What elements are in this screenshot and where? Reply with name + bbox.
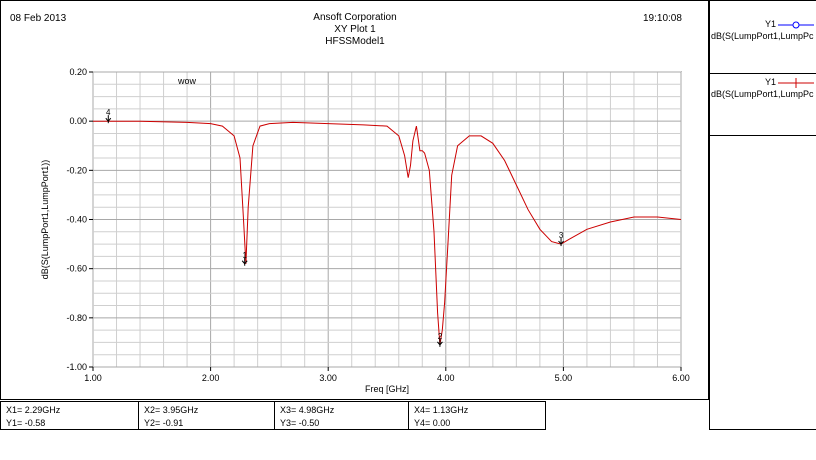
plot-frame	[0, 0, 709, 400]
legend-entry-1[interactable]: Y1 dB(S(LumpPort1,LumpPc	[710, 1, 816, 74]
marker-3-label: 3	[559, 231, 564, 240]
y-tick-label: -0.20	[66, 165, 87, 175]
marker-y-value: Y3= -0.50	[280, 418, 320, 428]
marker-1-label: 1	[242, 251, 247, 260]
legend-y-label: Y1	[765, 77, 777, 87]
x-tick-label: 5.00	[555, 373, 573, 383]
series-line-1	[93, 120, 682, 345]
y-tick-label: -1.00	[66, 362, 87, 372]
marker-4-label: 4	[106, 108, 111, 117]
x-tick-label: 4.00	[437, 373, 455, 383]
marker-y-value: Y1= -0.58	[6, 418, 46, 428]
marker-x-value: X4= 1.13GHz	[414, 405, 469, 415]
marker-x-value: X2= 3.95GHz	[144, 405, 199, 415]
y-tick-label: -0.60	[66, 264, 87, 274]
marker-cell-4[interactable]: X4= 1.13GHz Y4= 0.00	[409, 402, 545, 429]
grid-lines	[92, 71, 682, 368]
y-tick-label: 0.20	[69, 67, 87, 77]
company-label: Ansoft Corporation	[313, 12, 397, 23]
marker-table: X1= 2.29GHz Y1= -0.58 X2= 3.95GHz Y2= -0…	[0, 401, 546, 430]
plot-titles: Ansoft Corporation XY Plot 1 HFSSModel1	[250, 12, 460, 48]
legend-expression: dB(S(LumpPort1,LumpPc	[711, 31, 814, 41]
y-tick-label: -0.80	[66, 313, 87, 323]
y-tick-label: 0.00	[69, 116, 87, 126]
plot-title: XY Plot 1	[334, 24, 376, 35]
marker-x-value: X1= 2.29GHz	[6, 405, 61, 415]
marker-cell-3[interactable]: X3= 4.98GHz Y3= -0.50	[275, 402, 409, 429]
plot-annotation: wow	[177, 76, 197, 86]
y-tick-label: -0.40	[66, 215, 87, 225]
date-label: 08 Feb 2013	[10, 13, 67, 24]
x-tick-label: 3.00	[319, 373, 337, 383]
legend-entry-2[interactable]: Y1 dB(S(LumpPort1,LumpPc	[710, 73, 816, 136]
marker-4-arrow	[105, 117, 112, 122]
x-axis-label: Freq [GHz]	[365, 384, 409, 394]
x-tick-label: 6.00	[672, 373, 690, 383]
marker-y-value: Y4= 0.00	[414, 418, 451, 428]
x-tick-label: 2.00	[202, 373, 220, 383]
legend-circle-symbol-icon	[778, 21, 814, 29]
legend-plus-symbol-icon	[778, 78, 814, 88]
legend-y-label: Y1	[765, 19, 777, 29]
marker-2-label: 2	[438, 332, 443, 341]
marker-x-value: X3= 4.98GHz	[280, 405, 335, 415]
marker-cell-1[interactable]: X1= 2.29GHz Y1= -0.58	[1, 402, 139, 429]
time-label: 19:10:08	[643, 13, 682, 24]
y-axis-label: dB(S(LumpPort1,LumpPort1))	[40, 160, 50, 280]
model-label: HFSSModel1	[325, 36, 385, 47]
legend-expression: dB(S(LumpPort1,LumpPc	[711, 89, 814, 99]
marker-cell-2[interactable]: X2= 3.95GHz Y2= -0.91	[139, 402, 275, 429]
marker-3-arrow	[558, 240, 564, 245]
legend-panel: Y1 dB(S(LumpPort1,LumpPc Y1 dB(S(LumpPor…	[709, 0, 816, 430]
marker-2-arrow	[437, 341, 443, 346]
xy-chart[interactable]: 1.00 2.00 3.00 4.00 5.00 6.00 0.20 0.00 -0.20 -0.…	[0, 0, 709, 400]
marker-1-arrow	[241, 260, 248, 265]
x-tick-label: 1.00	[84, 373, 102, 383]
marker-y-value: Y2= -0.91	[144, 418, 184, 428]
